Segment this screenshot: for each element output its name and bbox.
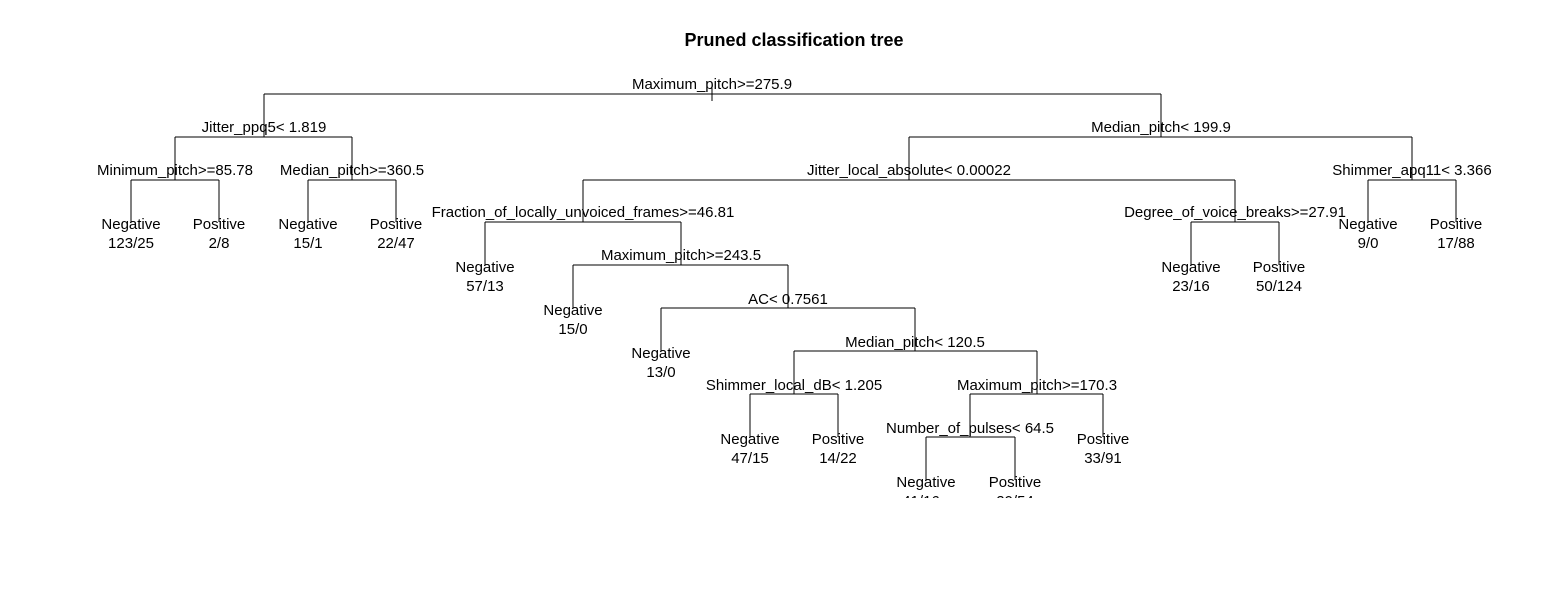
leaf-counts-l12: 33/91: [1084, 450, 1122, 467]
split-labels: Maximum_pitch>=275.9 Jitter_ppq5< 1.819 …: [97, 76, 1492, 437]
leaf-counts-l3: 15/1: [293, 235, 322, 252]
split-label-n2: Minimum_pitch>=85.78: [97, 162, 253, 179]
leaf-counts-l13: 23/16: [1172, 278, 1210, 295]
leaf-class-l9: Positive: [812, 431, 865, 448]
leaf-counts-l6: 15/0: [558, 321, 587, 338]
leaf-counts-l5: 57/13: [466, 278, 504, 295]
split-label-n13: Degree_of_voice_breaks>=27.91: [1124, 204, 1346, 221]
split-label-n14: Shimmer_apq11< 3.366: [1332, 162, 1491, 179]
leaf-class-l6: Negative: [543, 302, 602, 319]
split-label-n5: Jitter_local_absolute< 0.00022: [807, 162, 1011, 179]
leaf-counts-l7: 13/0: [646, 364, 675, 381]
leaf-counts-l16: 17/88: [1437, 235, 1475, 252]
split-label-n12: Number_of_pulses< 64.5: [886, 420, 1054, 437]
leaf-labels: Negative 123/25 Positive 2/8 Negative 15…: [101, 216, 1483, 510]
split-label-n4: Median_pitch< 199.9: [1091, 119, 1231, 136]
leaf-class-l11: Positive: [989, 474, 1042, 491]
split-label-n9: Median_pitch< 120.5: [845, 334, 985, 351]
diagram-title: Pruned classification tree: [684, 30, 903, 50]
leaf-class-l16: Positive: [1430, 216, 1483, 233]
split-label-n1: Jitter_ppq5< 1.819: [202, 119, 327, 136]
leaf-counts-l8: 47/15: [731, 450, 769, 467]
leaf-class-l1: Negative: [101, 216, 160, 233]
leaf-class-l12: Positive: [1077, 431, 1130, 448]
leaf-class-l8: Negative: [720, 431, 779, 448]
leaf-class-l5: Negative: [455, 259, 514, 276]
split-label-n8: AC< 0.7561: [748, 291, 828, 308]
leaf-class-l4: Positive: [370, 216, 423, 233]
leaf-class-l15: Negative: [1338, 216, 1397, 233]
leaf-counts-l15: 9/0: [1358, 235, 1379, 252]
split-label-n10: Shimmer_local_dB< 1.205: [706, 377, 882, 394]
split-label-n11: Maximum_pitch>=170.3: [957, 377, 1117, 394]
tree-edges: [130, 88, 1457, 480]
leaf-counts-l2: 2/8: [209, 235, 230, 252]
leaf-class-l7: Negative: [631, 345, 690, 362]
split-label-n3: Median_pitch>=360.5: [280, 162, 424, 179]
leaf-class-l2: Positive: [193, 216, 246, 233]
split-label-root: Maximum_pitch>=275.9: [632, 76, 792, 93]
leaf-class-l13: Negative: [1161, 259, 1220, 276]
leaf-class-l3: Negative: [278, 216, 337, 233]
split-label-n7: Maximum_pitch>=243.5: [601, 247, 761, 264]
leaf-counts-l11: 20/54: [996, 493, 1034, 510]
leaf-class-l10: Negative: [896, 474, 955, 491]
leaf-counts-l9: 14/22: [819, 450, 857, 467]
leaf-counts-l14: 50/124: [1256, 278, 1302, 295]
leaf-counts-l1: 123/25: [108, 235, 154, 252]
leaf-counts-l10: 41/16: [902, 493, 940, 510]
leaf-counts-l4: 22/47: [377, 235, 415, 252]
leaf-class-l14: Positive: [1253, 259, 1306, 276]
split-label-n6: Fraction_of_locally_unvoiced_frames>=46.…: [432, 204, 735, 221]
